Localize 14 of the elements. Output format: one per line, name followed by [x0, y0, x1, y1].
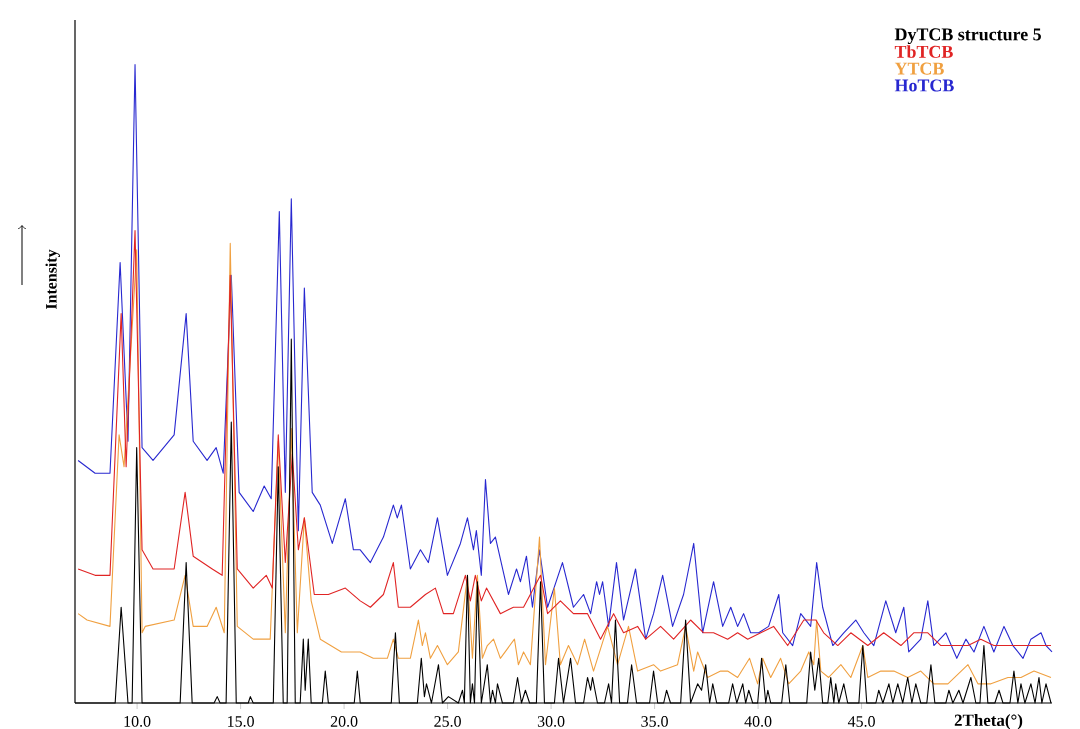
x-tick-label: 35.0: [641, 716, 668, 727]
text: YTCB: [894, 62, 944, 75]
x-tick-label: 25.0: [434, 716, 461, 727]
x-tick-label: 10.0: [124, 716, 151, 727]
x-tick-label: 20.0: [330, 716, 358, 727]
x-tick-label: 30.0: [537, 716, 565, 727]
x-tick-label: 45.0: [847, 716, 875, 727]
y-axis-title: Intensity: [45, 249, 60, 310]
x-tick-label: 15.0: [228, 716, 254, 727]
text: TbTCB: [894, 45, 953, 58]
x-tick-label: 40.0: [744, 716, 772, 727]
x-axis-title: 2Theta(°): [954, 714, 1023, 729]
text: HoTCB: [894, 79, 954, 92]
text: DyTCB structure 5: [894, 28, 1041, 45]
